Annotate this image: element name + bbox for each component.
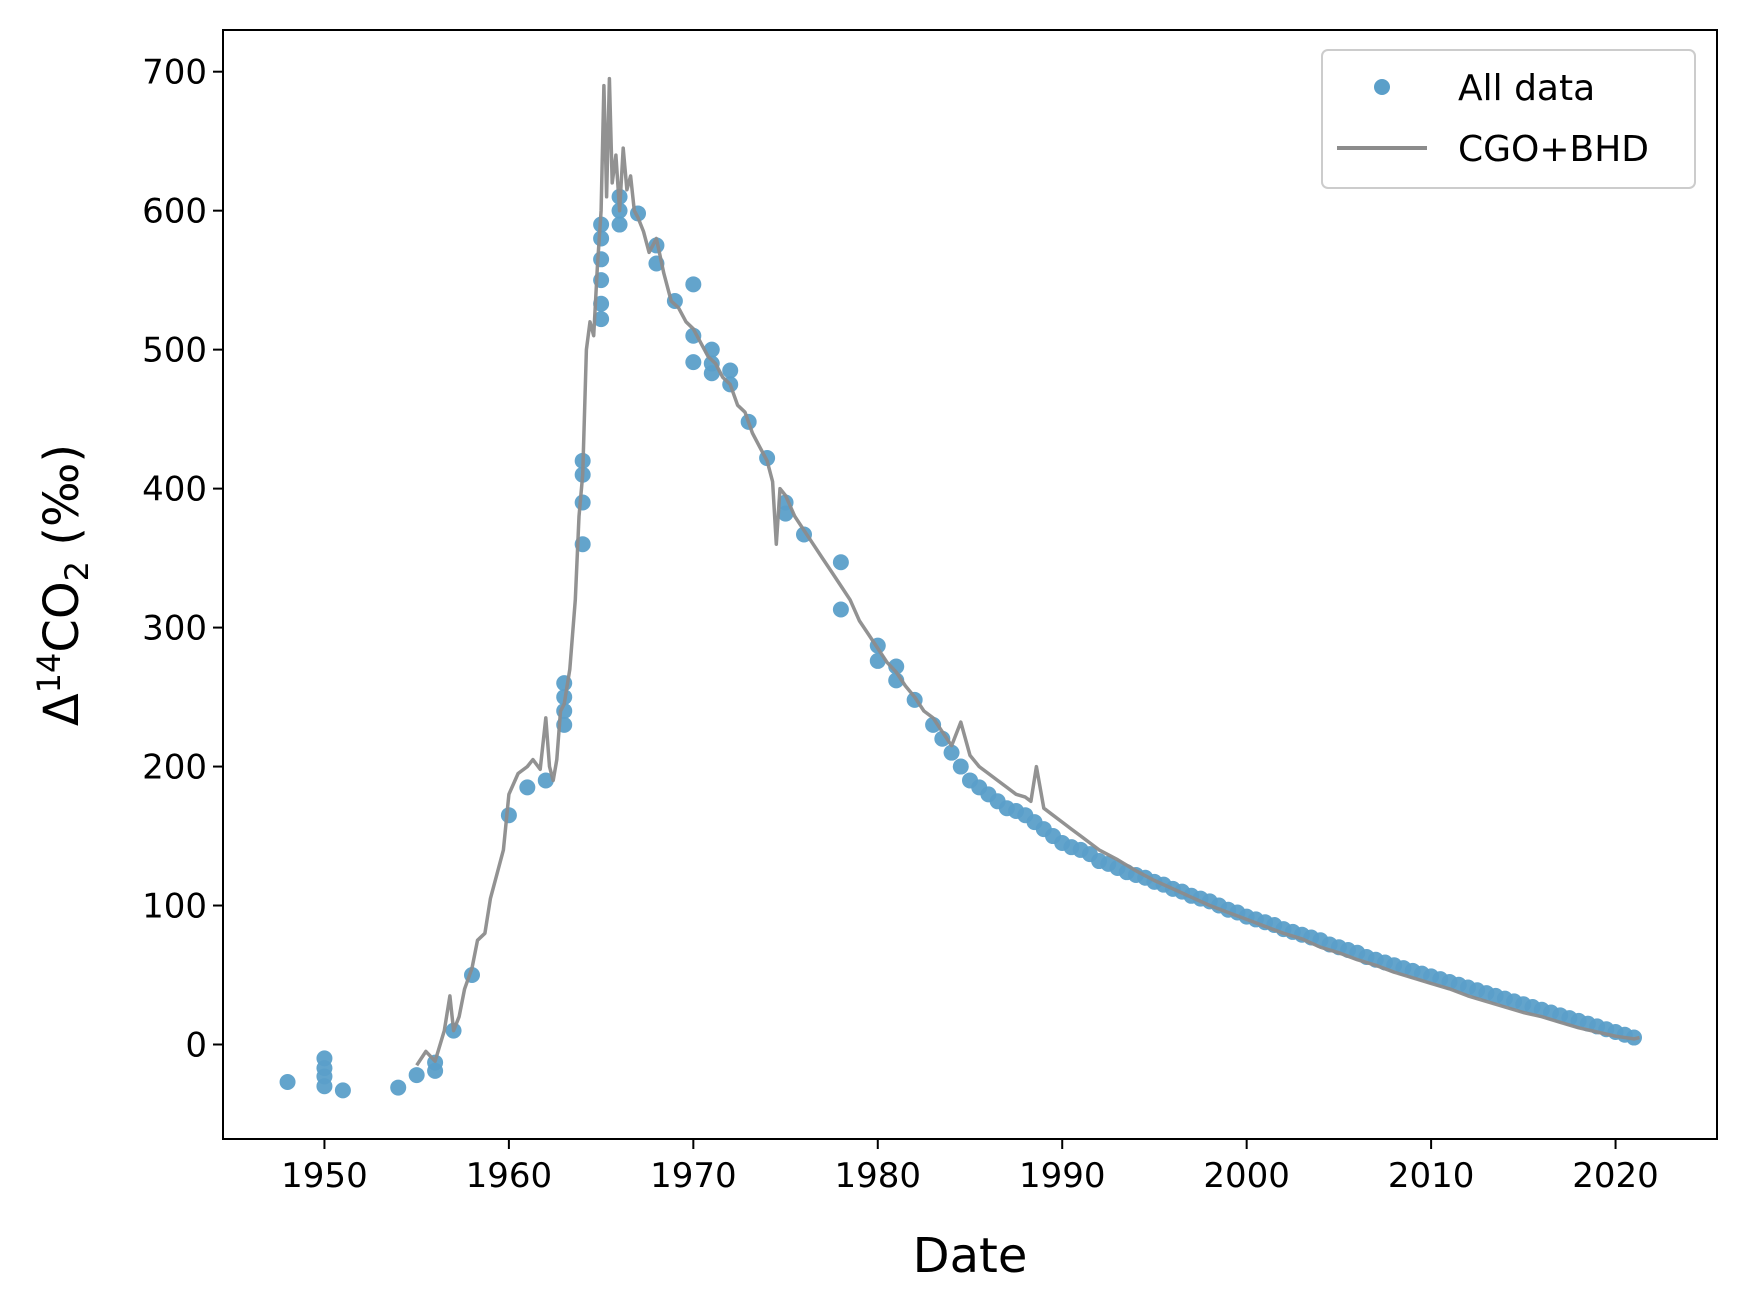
y-tick-label: 0 — [185, 1025, 207, 1065]
x-tick-label: 1990 — [1019, 1156, 1106, 1196]
data-point — [611, 216, 628, 233]
x-tick-label: 2020 — [1572, 1156, 1659, 1196]
x-axis-label: Date — [913, 1228, 1028, 1284]
data-point — [685, 276, 702, 293]
y-tick-label: 600 — [142, 192, 207, 232]
data-point — [703, 365, 720, 382]
data-point — [316, 1078, 333, 1095]
data-point — [943, 744, 960, 761]
legend: All data CGO+BHD — [1321, 49, 1696, 189]
y-tick-label: 200 — [142, 748, 207, 788]
data-point — [952, 758, 969, 775]
data-point — [685, 354, 702, 371]
data-point — [593, 230, 610, 247]
x-tick-label: 1980 — [835, 1156, 922, 1196]
y-tick-label: 400 — [142, 470, 207, 510]
legend-marker-all-data — [1374, 79, 1390, 95]
data-point — [888, 658, 905, 675]
data-point — [408, 1067, 425, 1084]
data-point — [593, 311, 610, 328]
data-point — [832, 554, 849, 571]
data-point — [722, 362, 739, 379]
data-point — [574, 494, 591, 511]
line-series-cgo-bhd — [415, 76, 1640, 1067]
data-point — [334, 1082, 351, 1099]
y-axis: 0 100 200 300 400 500 600 700 — [142, 53, 223, 1065]
x-tick-label: 1950 — [281, 1156, 368, 1196]
plot-frame — [222, 29, 1718, 1140]
data-point — [537, 772, 554, 789]
x-tick-label: 2010 — [1388, 1156, 1475, 1196]
y-tick-label: 100 — [142, 887, 207, 927]
data-point — [427, 1062, 444, 1079]
data-point — [390, 1079, 407, 1096]
x-tick-label: 1960 — [466, 1156, 553, 1196]
data-point — [832, 601, 849, 618]
x-tick-label: 2000 — [1203, 1156, 1290, 1196]
legend-label-cgo-bhd: CGO+BHD — [1458, 129, 1649, 170]
x-axis: 1950 1960 1970 1980 1990 2000 2010 2020 — [281, 1139, 1659, 1196]
legend-box — [1321, 49, 1696, 189]
data-point — [593, 251, 610, 268]
data-point — [279, 1074, 296, 1091]
y-tick-label: 300 — [142, 609, 207, 649]
x-tick-label: 1970 — [650, 1156, 737, 1196]
data-point — [777, 505, 794, 522]
y-tick-label: 700 — [142, 53, 207, 93]
legend-label-all-data: All data — [1458, 68, 1595, 109]
cgo-bhd-line — [415, 76, 1640, 1067]
data-point — [519, 779, 536, 796]
y-tick-label: 500 — [142, 331, 207, 371]
